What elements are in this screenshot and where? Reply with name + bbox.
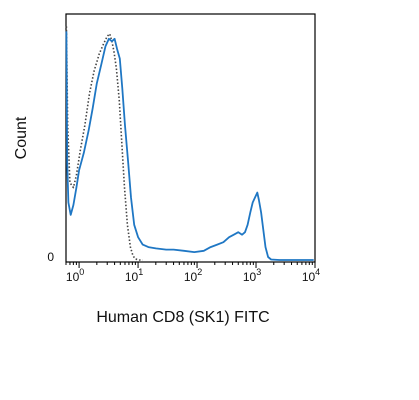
x-axis-ticks: [65, 262, 316, 268]
y-tick-label: 0: [47, 250, 54, 264]
x-tick-label: 100: [66, 267, 84, 284]
x-axis-label: Human CD8 (SK1) FITC: [96, 309, 269, 326]
y-axis-tick-labels: 0: [47, 250, 54, 264]
plot-border: [65, 13, 316, 263]
x-tick-label: 101: [125, 267, 143, 284]
control-histogram-line: [65, 26, 143, 261]
y-axis-label: Count: [13, 116, 30, 159]
stained-histogram-line: [65, 31, 314, 261]
x-tick-label: 104: [302, 267, 320, 284]
series-layer: [65, 26, 314, 261]
plot-frame: [65, 13, 316, 263]
x-axis-tick-labels: 100 101 102 103 104: [66, 267, 320, 284]
x-tick-label: 102: [184, 267, 202, 284]
x-tick-label: 103: [243, 267, 261, 284]
